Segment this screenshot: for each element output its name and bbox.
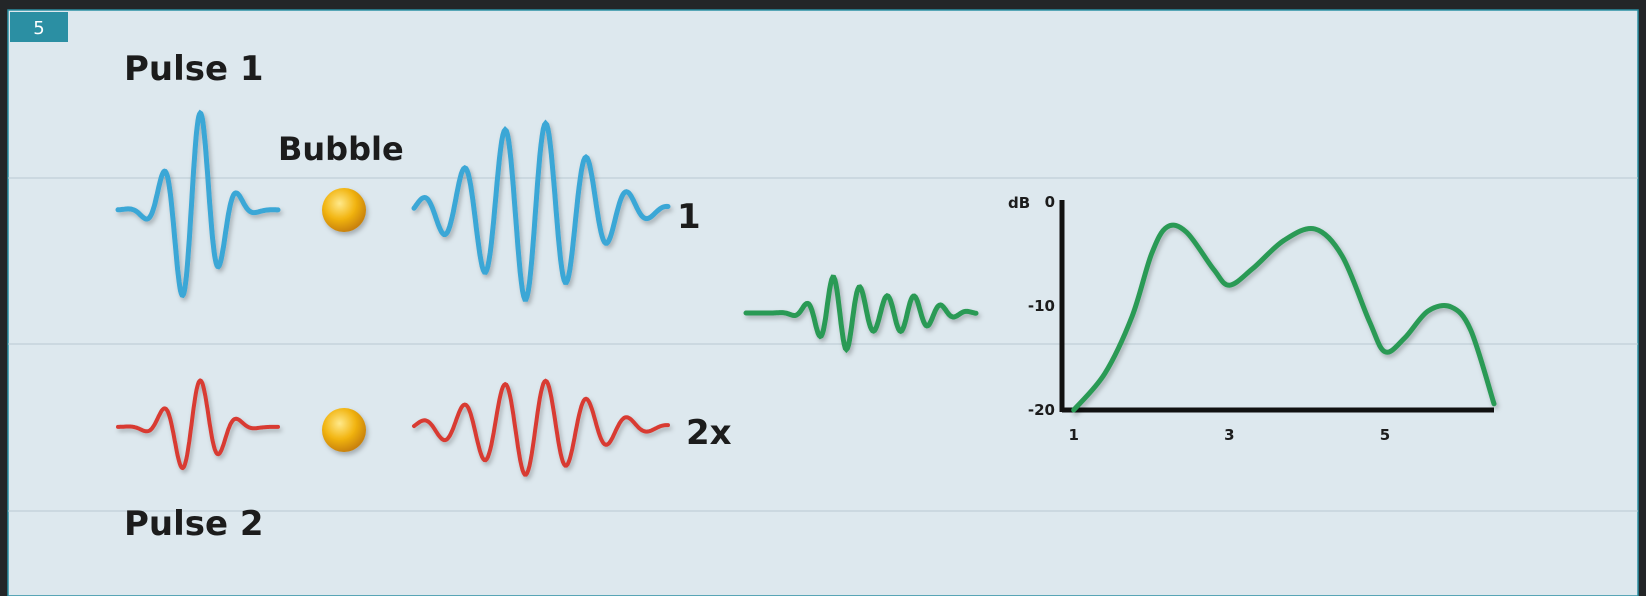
panel-border	[7, 9, 1639, 596]
pulse2-incident-waveform	[116, 378, 280, 471]
spectrum-series-line	[1071, 222, 1497, 413]
echo2-factor-label: 2x	[686, 413, 732, 453]
slide-number-text: 5	[33, 18, 44, 39]
slide-number-badge	[10, 12, 68, 42]
echo1-factor-label: 1	[677, 197, 701, 237]
pulse1-echo-waveform	[411, 119, 671, 302]
bubble-icon	[322, 408, 366, 452]
pulse2-label: Pulse 2	[124, 504, 264, 544]
x-tick-label: 3	[1224, 426, 1234, 444]
pulse1-label: Pulse 1	[124, 49, 264, 89]
difference-waveform	[743, 274, 979, 354]
x-tick-label: 1	[1068, 426, 1078, 444]
spectrum-chart: dB 0 -10 -20 1 3 5	[1008, 193, 1497, 444]
bubble-icon	[322, 188, 366, 232]
y-tick-label: -10	[1028, 297, 1055, 315]
y-axis-unit: dB	[1008, 194, 1030, 212]
diagram-panel	[8, 10, 1638, 596]
x-tick-label: 5	[1380, 426, 1390, 444]
y-tick-label: 0	[1045, 193, 1055, 211]
y-tick-label: -20	[1028, 401, 1055, 419]
pulse2-echo-waveform	[412, 378, 670, 477]
bubble-label: Bubble	[278, 130, 404, 168]
pulse1-incident-waveform	[115, 109, 281, 299]
